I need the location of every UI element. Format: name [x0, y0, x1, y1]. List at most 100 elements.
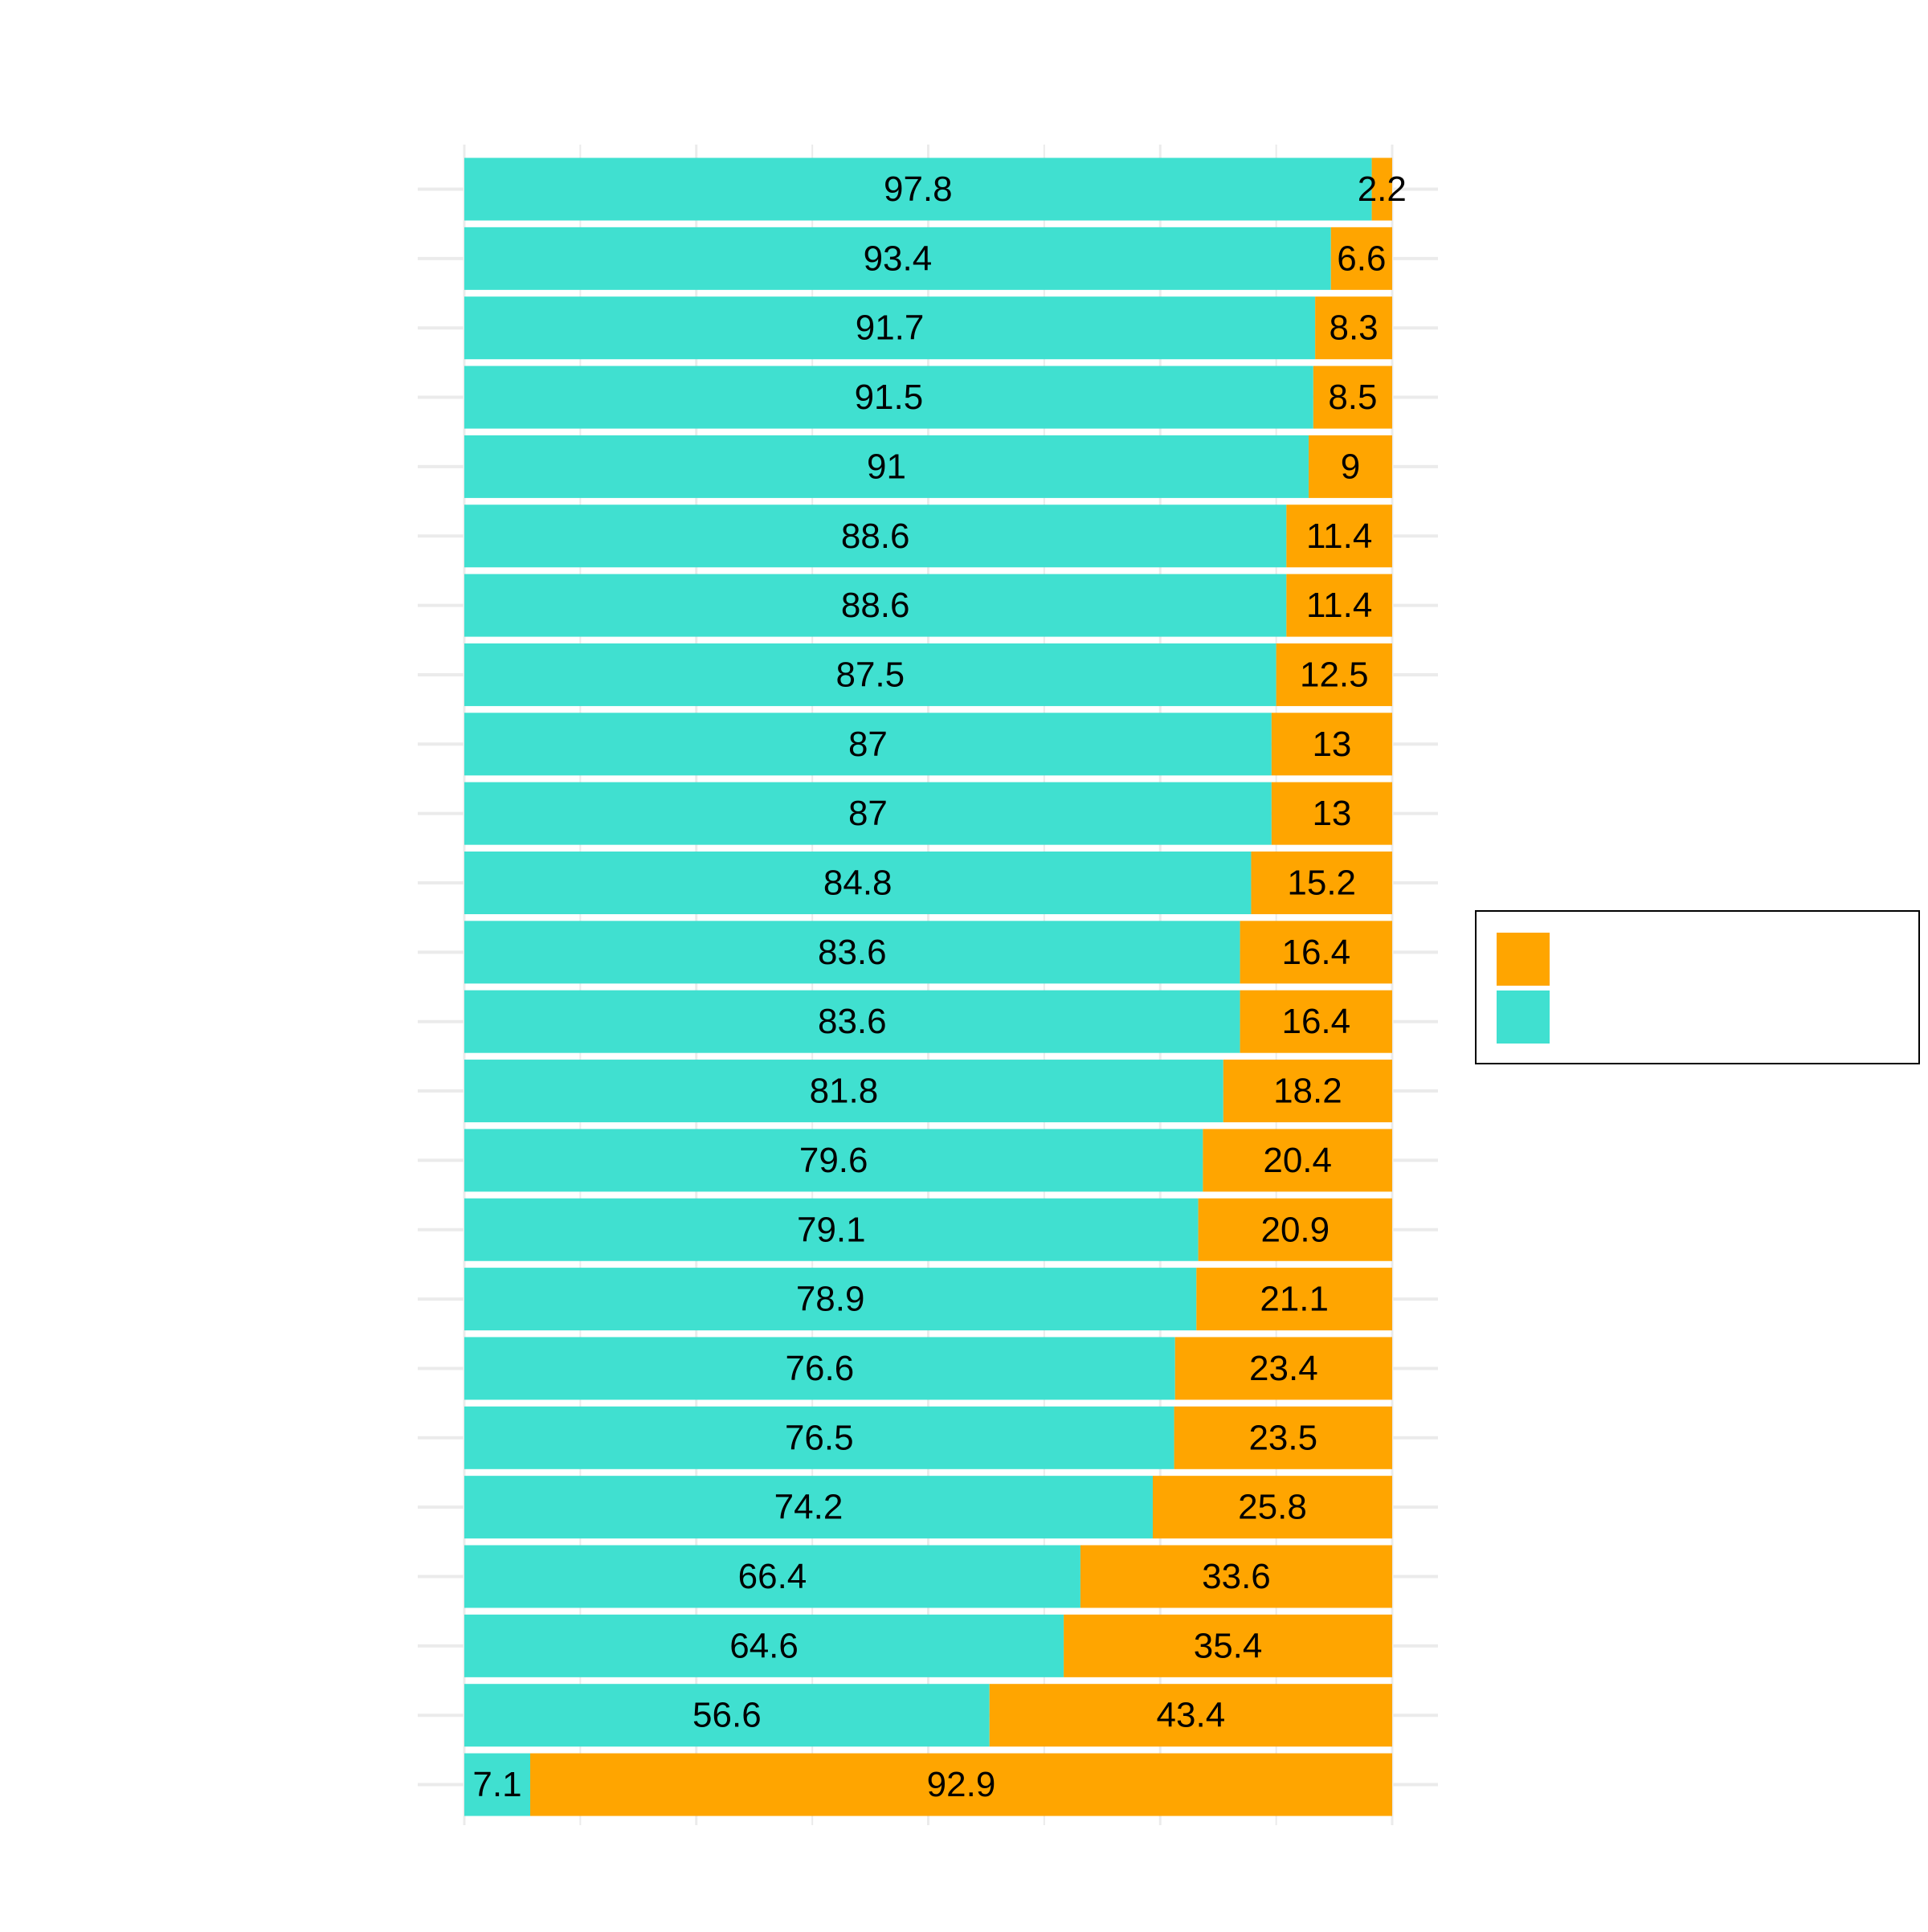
data-label-series-2: 15.2: [1287, 864, 1356, 903]
data-label-series-1: 87: [848, 794, 888, 833]
bar-segment-series-2: [1198, 1198, 1392, 1261]
bar-segment-series-2: [1315, 296, 1392, 360]
data-label-series-1: 74.2: [774, 1488, 844, 1527]
bar-segment-series-1: [464, 1476, 1154, 1539]
data-label-series-1: 56.6: [692, 1696, 762, 1735]
bar-segment-series-2: [1196, 1268, 1392, 1331]
bar-segment-series-1: [464, 227, 1331, 290]
bar-segment-series-1: [464, 1684, 990, 1747]
bar-segment-series-1: [464, 1198, 1199, 1261]
data-label-series-1: 88.6: [841, 517, 910, 556]
bar-segment-series-2: [1309, 435, 1392, 498]
data-label-series-1: 91: [867, 447, 906, 486]
bar-segment-series-1: [464, 1753, 531, 1816]
bar-segment-series-1: [464, 1268, 1197, 1331]
data-label-series-2: 16.4: [1281, 1002, 1350, 1041]
data-label-series-1: 91.7: [856, 308, 925, 348]
data-label-series-2: 21.1: [1260, 1280, 1329, 1319]
data-label-series-1: 88.6: [841, 586, 910, 625]
legend-key: [1497, 933, 1550, 986]
bar-segment-series-2: [1203, 1129, 1392, 1192]
data-label-series-1: 93.4: [864, 239, 933, 278]
bar-segment-series-1: [464, 366, 1313, 429]
data-label-series-2: 92.9: [927, 1765, 996, 1804]
data-label-series-2: 25.8: [1238, 1488, 1307, 1527]
data-label-series-2: 23.4: [1249, 1349, 1318, 1388]
data-label-series-1: 91.5: [855, 378, 924, 417]
data-label-series-2: 11.4: [1306, 517, 1372, 556]
bar-segment-series-2: [1080, 1545, 1392, 1608]
data-label-series-2: 33.6: [1202, 1557, 1271, 1596]
bar-segment-series-1: [464, 1545, 1080, 1608]
bar-segment-series-2: [989, 1684, 1392, 1747]
bar-segment-series-2: [1313, 366, 1392, 429]
bar-segment-series-2: [1286, 574, 1392, 637]
bar-segment-series-2: [1276, 643, 1392, 706]
data-label-series-1: 83.6: [818, 933, 887, 972]
data-label-series-1: 79.1: [797, 1210, 866, 1249]
data-label-series-1: 76.6: [786, 1349, 855, 1388]
data-label-series-1: 87.5: [835, 655, 905, 694]
data-labels-layer: 97.8 2.2 93.4 6.6 91.7 8.3 91.5 8.5 91 9 88.6 11.4 8…: [472, 170, 1406, 1804]
data-label-series-1: 64.6: [729, 1626, 799, 1665]
data-label-series-2: 2.2: [1358, 170, 1407, 209]
bar-segment-series-1: [464, 574, 1287, 637]
bar-segment-series-1: [464, 643, 1276, 706]
bar-segment-series-1: [464, 782, 1272, 845]
data-label-series-2: 13: [1312, 794, 1351, 833]
data-label-series-1: 83.6: [818, 1002, 887, 1041]
data-label-series-2: 18.2: [1273, 1072, 1342, 1111]
bar-segment-series-1: [464, 852, 1252, 914]
bar-segment-series-1: [464, 157, 1372, 221]
bar-segment-series-2: [1286, 504, 1392, 568]
data-label-series-1: 84.8: [823, 864, 893, 903]
data-label-series-2: 11.4: [1306, 586, 1372, 625]
bar-segment-series-2: [1240, 921, 1392, 984]
bar-segment-series-1: [464, 1337, 1175, 1400]
data-label-series-2: 43.4: [1157, 1696, 1226, 1735]
bar-segment-series-2: [1271, 782, 1392, 845]
data-label-series-2: 16.4: [1281, 933, 1350, 972]
data-label-series-2: 23.5: [1248, 1418, 1317, 1457]
data-label-series-2: 20.4: [1263, 1141, 1332, 1180]
bar-segment-series-1: [464, 990, 1240, 1053]
data-label-series-1: 78.9: [796, 1280, 865, 1319]
legend-key: [1497, 991, 1550, 1044]
bar-segment-series-1: [464, 1614, 1064, 1677]
data-label-series-2: 8.5: [1328, 378, 1377, 417]
bar-segment-series-1: [464, 504, 1287, 568]
bar-segment-series-2: [1271, 713, 1392, 776]
data-label-series-2: 20.9: [1260, 1210, 1330, 1249]
bar-segment-series-1: [464, 1060, 1223, 1123]
data-label-series-2: 9: [1341, 447, 1360, 486]
bar-segment-series-2: [1240, 990, 1392, 1053]
bar-segment-series-2: [1174, 1406, 1392, 1469]
data-label-series-2: 13: [1312, 725, 1351, 764]
legend: [1475, 910, 1920, 1064]
data-label-series-1: 81.8: [810, 1072, 879, 1111]
bar-segment-series-2: [1174, 1337, 1392, 1400]
bar-segment-series-1: [464, 1129, 1203, 1192]
bar-segment-series-1: [464, 1406, 1174, 1469]
bar-segment-series-1: [464, 713, 1272, 776]
bar-segment-series-1: [464, 296, 1316, 360]
bar-segment-series-2: [530, 1753, 1392, 1816]
data-label-series-2: 12.5: [1300, 655, 1369, 694]
data-label-series-2: 35.4: [1194, 1626, 1263, 1665]
bar-segment-series-1: [464, 921, 1240, 984]
bars-layer: [464, 157, 1392, 1816]
data-label-series-1: 7.1: [472, 1765, 521, 1804]
data-label-series-2: 8.3: [1329, 308, 1378, 348]
bar-segment-series-2: [1251, 852, 1392, 914]
data-label-series-1: 79.6: [799, 1141, 868, 1180]
data-label-series-1: 76.5: [785, 1418, 854, 1457]
data-label-series-2: 6.6: [1337, 239, 1386, 278]
bar-segment-series-2: [1330, 227, 1392, 290]
bar-segment-series-1: [464, 435, 1309, 498]
bar-segment-series-2: [1153, 1476, 1392, 1539]
bar-segment-series-2: [1371, 157, 1392, 221]
data-label-series-1: 87: [848, 725, 888, 764]
data-label-series-1: 66.4: [738, 1557, 807, 1596]
